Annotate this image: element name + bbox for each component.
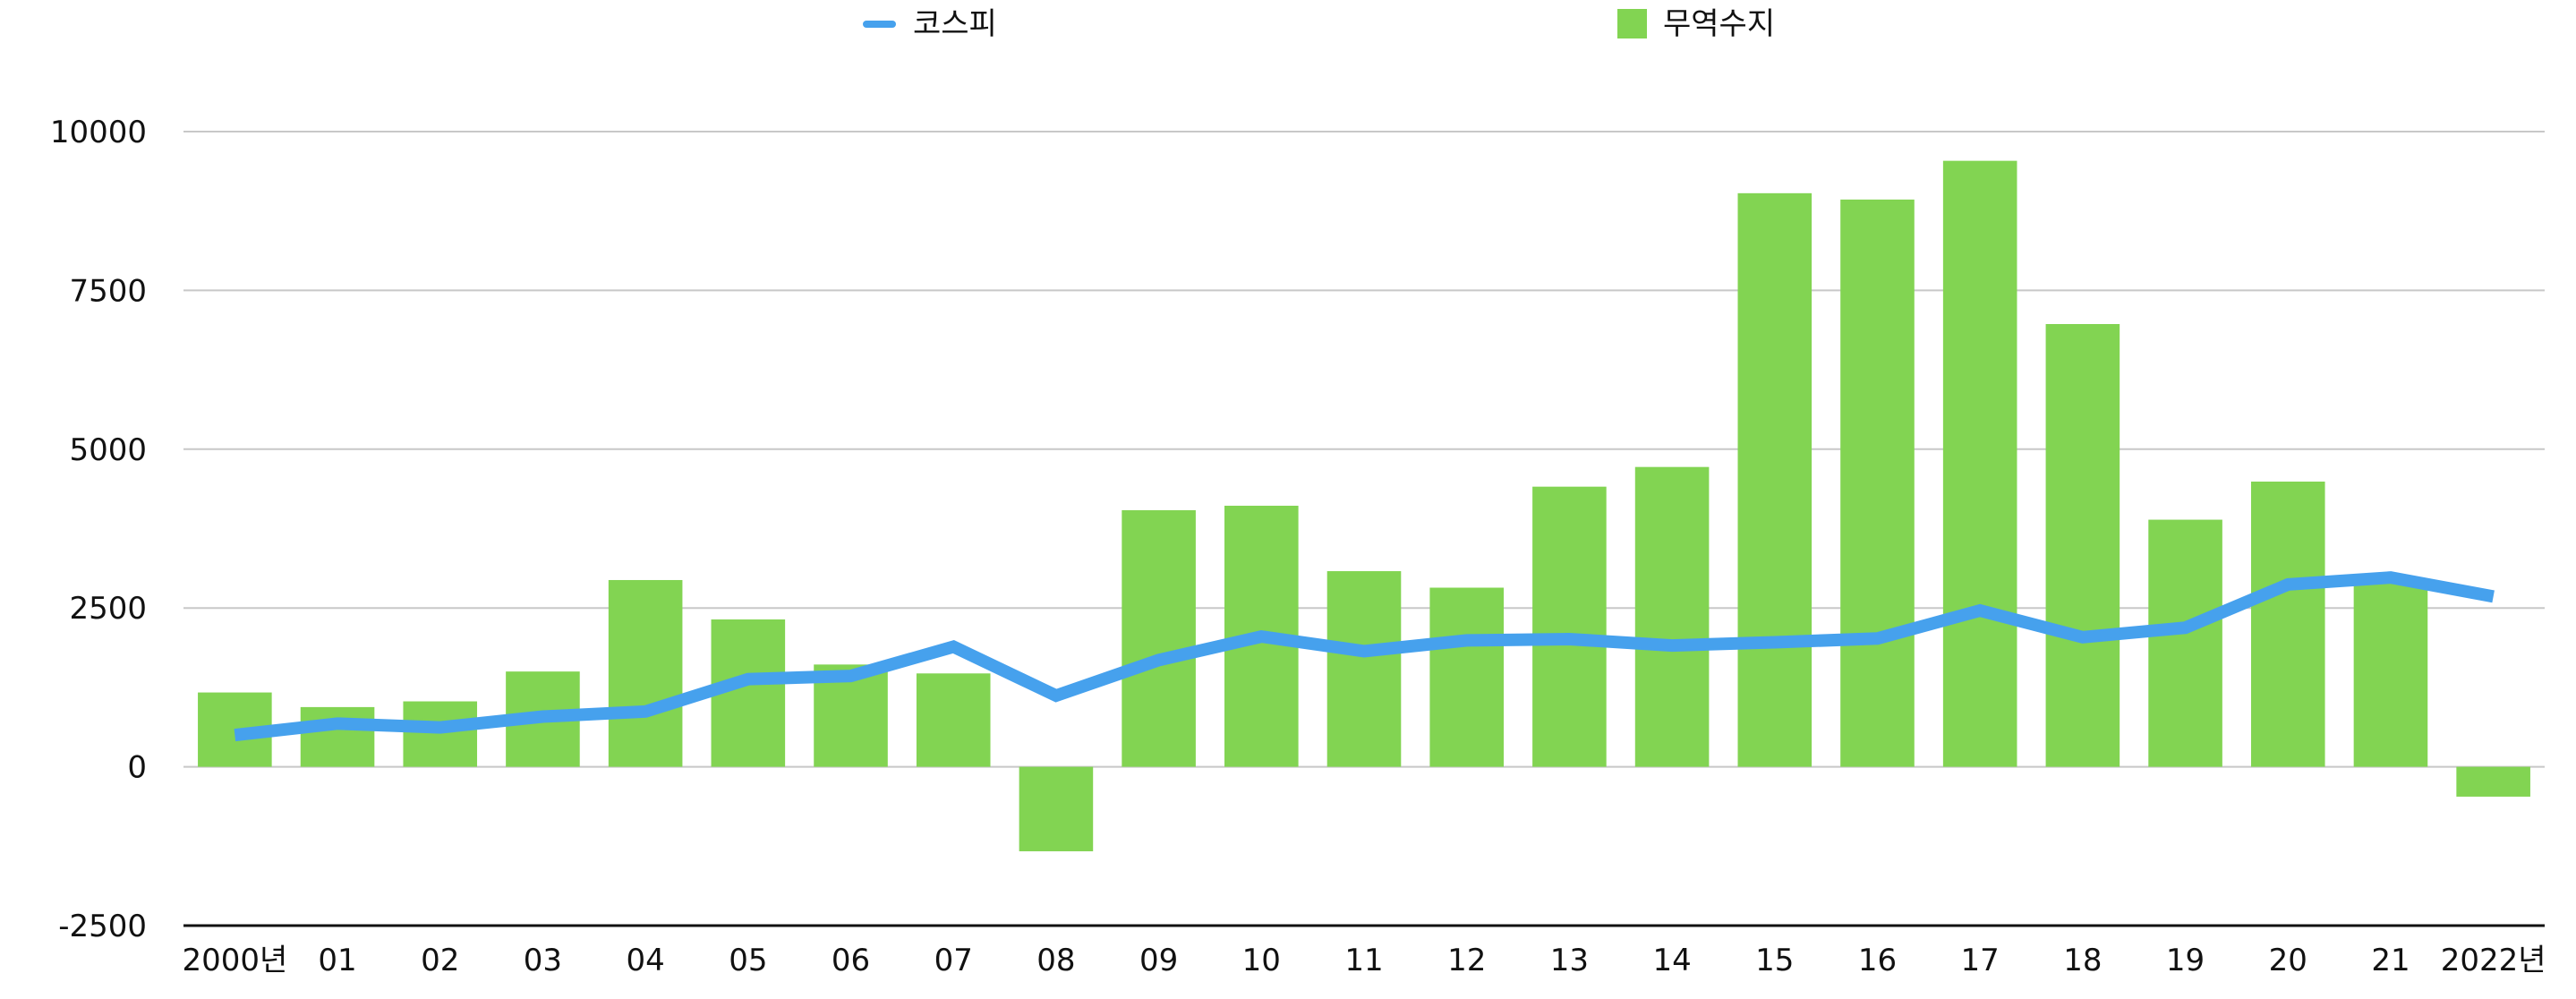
x-tick-label: 16 (1858, 943, 1897, 978)
bar (2353, 579, 2428, 767)
x-tick-label: 2000년 (182, 943, 287, 978)
bar (1532, 486, 1607, 767)
bar (2456, 766, 2530, 797)
x-tick-label: 11 (1344, 943, 1383, 978)
x-tick-label: 17 (1961, 943, 2000, 978)
x-tick-label: 15 (1755, 943, 1794, 978)
bar (1019, 766, 1094, 851)
legend-label-kospi: 코스피 (913, 6, 997, 42)
x-tick-label: 20 (2269, 943, 2307, 978)
y-axis-ticks: 10000 7500 5000 2500 0 -2500 (50, 115, 147, 944)
y-tick-label: 0 (127, 750, 147, 786)
bar (403, 701, 478, 767)
x-tick-label: 10 (1242, 943, 1281, 978)
y-tick-label: 2500 (69, 591, 147, 627)
x-tick-label: 08 (1036, 943, 1075, 978)
bar (1326, 571, 1402, 767)
bar (1634, 466, 1710, 767)
bar (2250, 481, 2325, 767)
bar (608, 579, 683, 767)
x-tick-label: 09 (1139, 943, 1178, 978)
x-tick-label: 2022년 (2441, 943, 2546, 978)
x-tick-label: 06 (832, 943, 870, 978)
legend: 코스피 무역수지 (863, 6, 1775, 42)
x-tick-label: 21 (2371, 943, 2410, 978)
y-tick-label: -2500 (58, 909, 147, 944)
bar (916, 673, 991, 767)
x-tick-label: 04 (626, 943, 664, 978)
bar (2045, 324, 2120, 767)
bars (198, 160, 2530, 851)
legend-label-trade-balance: 무역수지 (1663, 6, 1775, 42)
x-tick-label: 02 (421, 943, 459, 978)
bar (1942, 160, 2017, 767)
x-tick-label: 13 (1550, 943, 1589, 978)
legend-swatch-trade-balance (1617, 9, 1647, 38)
x-tick-label: 14 (1652, 943, 1691, 978)
x-tick-label: 19 (2166, 943, 2205, 978)
line-series (234, 571, 2495, 742)
x-tick-label: 01 (318, 943, 356, 978)
bar (2148, 519, 2222, 767)
y-tick-label: 7500 (69, 273, 147, 309)
y-tick-label: 5000 (69, 432, 147, 468)
x-tick-label: 05 (729, 943, 767, 978)
bar (1122, 509, 1196, 767)
bar (1429, 587, 1504, 767)
x-tick-label: 07 (934, 943, 973, 978)
y-tick-label: 10000 (50, 115, 147, 150)
bar (1840, 199, 1915, 767)
x-tick-label: 18 (2063, 943, 2102, 978)
x-tick-label: 03 (524, 943, 562, 978)
bar (300, 706, 375, 767)
x-axis-ticks: 2000년 01 02 03 04 05 06 07 08 09 10 11 12 13 14 15 16 17 1… (182, 943, 2546, 978)
bar (1737, 192, 1813, 767)
x-tick-label: 12 (1447, 943, 1486, 978)
